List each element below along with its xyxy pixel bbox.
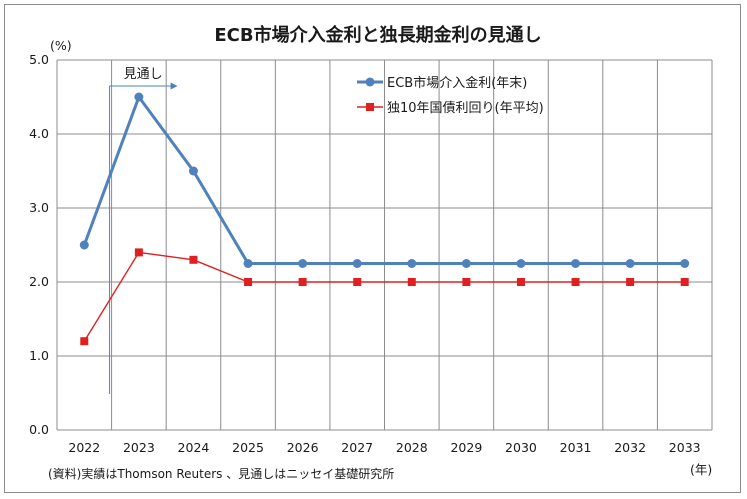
data-point: [243, 259, 253, 268]
y-axis-unit: (%): [50, 38, 72, 53]
data-point: [189, 255, 198, 264]
x-tick-labels: 2022 2023 2024 2025 2026 2027 2028 2029 2030 2031…: [68, 440, 700, 455]
data-point: [516, 259, 526, 268]
data-point: [407, 278, 416, 286]
source-note: (資料)実績はThomson Reuters 、見通しはニッセイ基礎研究所: [48, 466, 394, 481]
grid-lines: [56, 59, 713, 431]
data-point: [353, 278, 362, 286]
y-tick-label: 1.0: [29, 348, 49, 363]
series-1: [80, 248, 689, 346]
data-point: [461, 259, 471, 268]
y-tick-labels: 0.0 1.0 2.0 3.0 4.0 5.0: [29, 52, 49, 437]
data-point: [516, 278, 525, 286]
x-tick-label: 2026: [287, 440, 319, 455]
data-point: [571, 278, 580, 286]
data-point: [80, 337, 89, 346]
x-tick-label: 2024: [178, 440, 210, 455]
forecast-label: 見通し: [124, 67, 163, 82]
data-point: [188, 166, 198, 176]
x-tick-label: 2030: [505, 440, 537, 455]
data-point: [407, 259, 417, 268]
legend: ECB市場介入金利(年末) 独10年国債利回り(年平均): [357, 75, 544, 116]
x-tick-label: 2025: [232, 440, 264, 455]
legend-marker: [365, 77, 375, 87]
data-point: [79, 240, 89, 250]
x-tick-label: 2032: [614, 440, 646, 455]
data-point: [244, 278, 253, 286]
data-point: [626, 278, 635, 286]
data-point: [571, 259, 581, 268]
y-tick-label: 4.0: [29, 126, 49, 141]
data-point: [462, 278, 471, 286]
y-tick-label: 2.0: [29, 274, 49, 289]
data-point: [298, 278, 307, 286]
x-tick-label: 2027: [341, 440, 373, 455]
y-tick-label: 0.0: [29, 422, 49, 437]
x-tick-label: 2028: [396, 440, 428, 455]
data-point: [352, 259, 362, 268]
x-tick-label: 2031: [560, 440, 592, 455]
x-tick-label: 2029: [450, 440, 482, 455]
series-0: [79, 92, 690, 268]
data-point: [625, 259, 635, 268]
y-tick-label: 5.0: [29, 52, 49, 67]
series-group: [79, 92, 690, 346]
forecast-arrow-head: [170, 82, 178, 90]
forecast-annotation: 見通し: [109, 67, 178, 394]
data-point: [134, 248, 143, 257]
x-tick-label: 2023: [123, 440, 155, 455]
data-point: [680, 278, 689, 286]
x-axis-unit: (年): [690, 462, 712, 477]
series-line: [83, 251, 685, 342]
x-tick-label: 2033: [669, 440, 701, 455]
data-point: [298, 259, 308, 268]
x-tick-label: 2022: [68, 440, 100, 455]
legend-marker: [366, 103, 374, 111]
series-line: [82, 95, 685, 265]
data-point: [134, 92, 144, 102]
legend-label: ECB市場介入金利(年末): [387, 75, 527, 91]
y-tick-label: 3.0: [29, 200, 49, 215]
legend-label: 独10年国債利回り(年平均): [387, 101, 544, 116]
chart-title: ECB市場介入金利と独長期金利の見通し: [214, 24, 541, 46]
data-point: [680, 259, 690, 268]
